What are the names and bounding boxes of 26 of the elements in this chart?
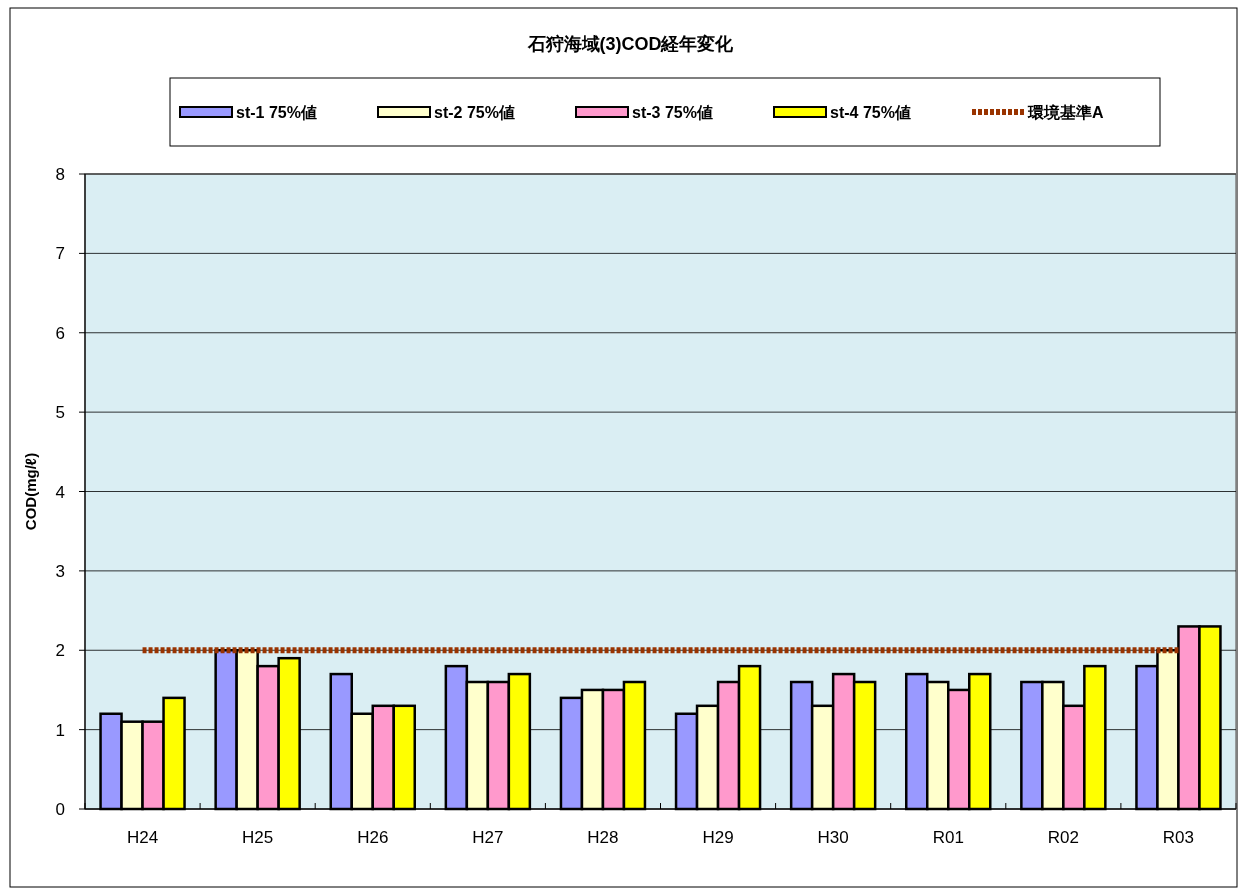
x-tick-label: H25	[242, 828, 274, 847]
x-tick-label: H29	[702, 828, 734, 847]
legend-label: st-4 75%値	[830, 104, 911, 121]
y-tick-label: 6	[55, 323, 65, 343]
x-tick-label: H30	[817, 828, 849, 847]
x-tick-label: R03	[1162, 828, 1195, 847]
y-axis-title: COD(mg/ℓ)	[22, 452, 39, 531]
y-tick-label: 8	[55, 165, 65, 184]
x-tick-label: H28	[587, 828, 619, 847]
y-tick-label: 5	[55, 403, 65, 423]
x-tick-label: H24	[126, 828, 159, 847]
y-tick-label: 0	[55, 800, 65, 819]
x-tick-label: H27	[472, 828, 504, 847]
y-tick-label: 4	[55, 482, 65, 502]
legend-label: 環境基準A	[1027, 103, 1104, 121]
x-tick-label: R02	[1047, 828, 1079, 847]
y-tick-label: 3	[55, 561, 65, 581]
legend-label: st-2 75%値	[434, 104, 515, 121]
legend-label: st-1 75%値	[236, 104, 317, 121]
y-tick-label: 2	[55, 641, 65, 661]
x-tick-label: H26	[357, 828, 389, 847]
y-tick-label: 1	[55, 720, 65, 740]
legend-label: st-3 75%値	[632, 104, 713, 121]
x-tick-label: R01	[932, 828, 964, 847]
y-tick-label: 7	[55, 244, 65, 264]
chart-title: 石狩海域(3)COD経年変化	[526, 34, 735, 54]
